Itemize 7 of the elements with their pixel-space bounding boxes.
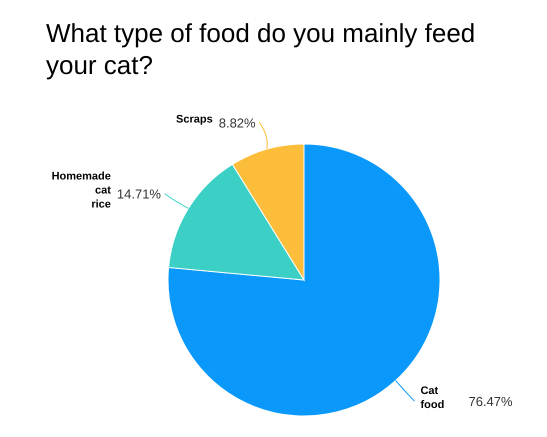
slice-label: Cat food	[420, 385, 444, 412]
data-label: 8.82%	[218, 115, 256, 130]
chart-title: What type of food do you mainly feed your cat?	[46, 18, 476, 80]
data-label: 76.47%	[468, 394, 514, 410]
data-label: 14.71%	[116, 186, 162, 202]
slice-label: Homemade cat rice	[52, 170, 112, 211]
slice-label: Scraps	[176, 113, 213, 126]
